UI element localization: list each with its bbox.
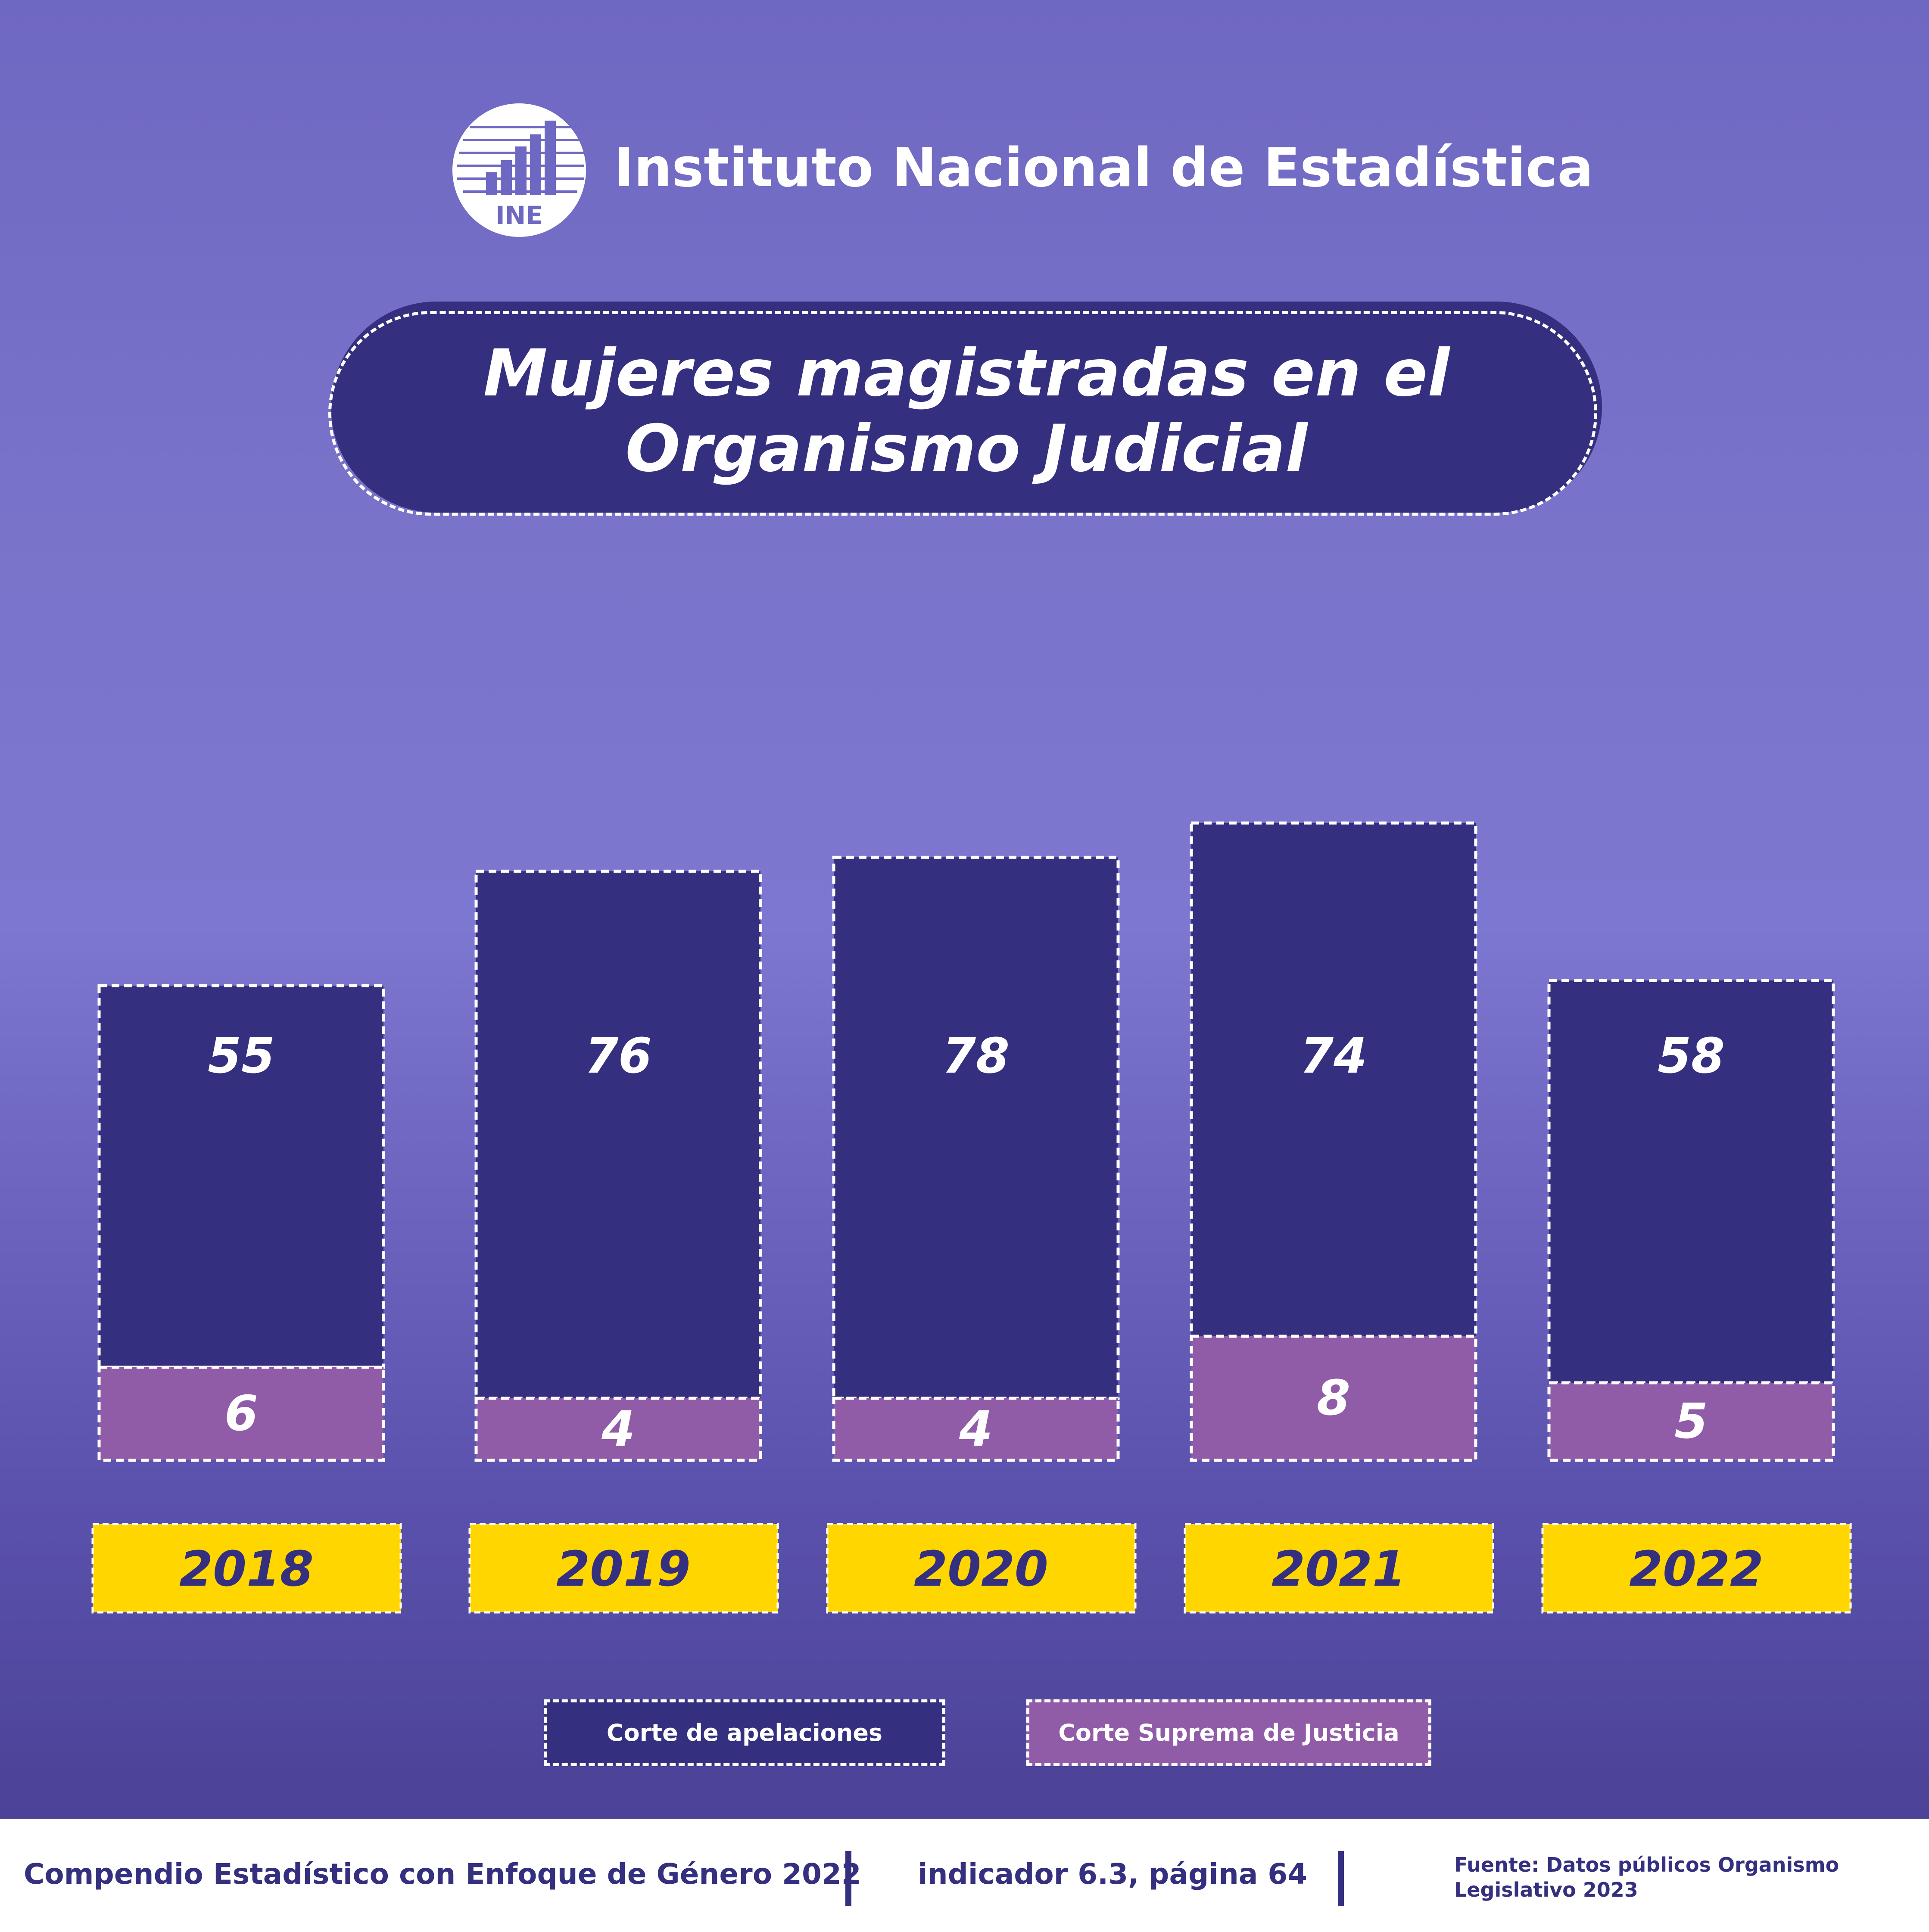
org-name: Instituto Nacional de Estadística — [614, 137, 1593, 199]
chart-title-line2: Organismo Judicial — [625, 411, 1308, 486]
chart-title-line1: Mujeres magistradas en el — [483, 336, 1450, 411]
value-label-apelaciones-2019: 76 — [585, 1028, 652, 1084]
ine-logo: INE — [452, 103, 586, 237]
ine-logo-text: INE — [495, 201, 543, 230]
value-label-suprema-2019: 4 — [601, 1401, 635, 1457]
year-tag-2020 — [826, 1523, 1137, 1614]
legend-item-suprema: Corte Suprema de Justicia — [1026, 1699, 1431, 1766]
bar-apelaciones-2020 — [832, 856, 1120, 1400]
value-label-apelaciones-2020: 78 — [942, 1028, 1010, 1084]
chart-title-pill: Mujeres magistradas en el Organismo Judi… — [328, 302, 1602, 516]
year-tag-2018 — [91, 1523, 402, 1614]
legend-item-apelaciones: Corte de apelaciones — [544, 1699, 945, 1766]
value-label-suprema-2018: 6 — [224, 1386, 258, 1442]
bar-apelaciones-2018 — [97, 984, 385, 1369]
bar-suprema-2020 — [832, 1397, 1120, 1462]
x-tick-label-2019: 2019 — [556, 1541, 691, 1597]
legend-label-suprema: Corte Suprema de Justicia — [1058, 1719, 1399, 1746]
chart-title: Mujeres magistradas en el Organismo Judi… — [331, 336, 1602, 487]
legend-label-apelaciones: Corte de apelaciones — [606, 1719, 883, 1746]
footer-separator — [845, 1851, 851, 1906]
x-tick-label-2021: 2021 — [1271, 1541, 1406, 1597]
year-tag-2021 — [1184, 1523, 1494, 1614]
bar-suprema-2019 — [474, 1397, 762, 1462]
x-tick-label-2022: 2022 — [1629, 1541, 1764, 1597]
value-label-apelaciones-2018: 55 — [208, 1028, 275, 1084]
bar-suprema-2018 — [97, 1366, 385, 1462]
footer: Compendio Estadístico con Enfoque de Gén… — [0, 1819, 1929, 1932]
footer-separator — [1338, 1851, 1344, 1906]
bar-chart: 55 6 2018 76 4 2019 78 4 2020 74 8 2021 58 5 2022 — [91, 821, 1852, 1614]
bar-apelaciones-2022 — [1547, 979, 1835, 1384]
title-dashed-border — [328, 311, 1597, 516]
bar-suprema-2021 — [1190, 1335, 1477, 1462]
x-tick-label-2020: 2020 — [914, 1541, 1048, 1597]
value-label-apelaciones-2021: 74 — [1300, 1028, 1367, 1084]
value-label-suprema-2022: 5 — [1674, 1394, 1708, 1450]
year-tag-2022 — [1541, 1523, 1852, 1614]
x-tick-label-2018: 2018 — [179, 1541, 314, 1597]
year-tag-2019 — [468, 1523, 779, 1614]
value-label-suprema-2021: 8 — [1317, 1370, 1350, 1426]
footer-indicador: indicador 6.3, página 64 — [918, 1857, 1308, 1891]
bar-suprema-2022 — [1547, 1381, 1835, 1462]
bar-apelaciones-2021 — [1190, 821, 1477, 1338]
footer-compendio: Compendio Estadístico con Enfoque de Gén… — [24, 1857, 861, 1891]
value-label-apelaciones-2022: 58 — [1658, 1028, 1725, 1084]
bar-apelaciones-2019 — [474, 869, 762, 1400]
value-label-suprema-2020: 4 — [959, 1401, 993, 1457]
footer-fuente: Fuente: Datos públicos Organismo Legisla… — [1454, 1853, 1839, 1901]
